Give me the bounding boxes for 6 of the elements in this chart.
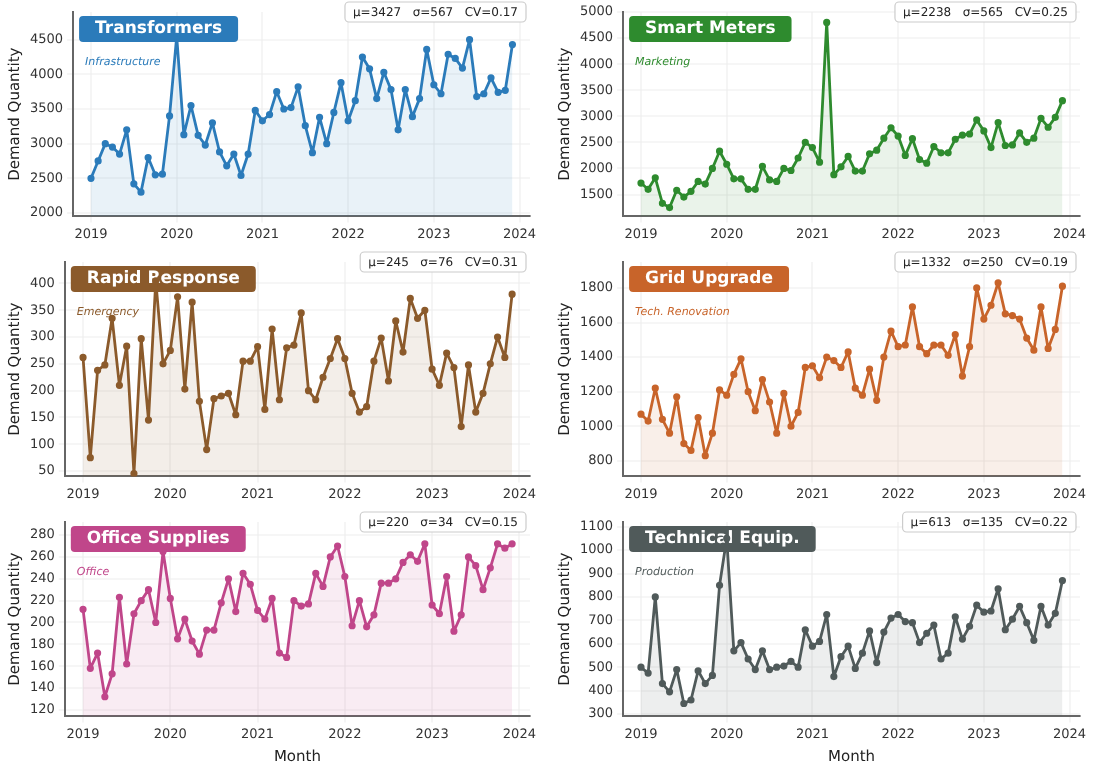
text: Technical Equip. xyxy=(645,529,800,550)
text: Smart Meters xyxy=(645,19,776,40)
text: Rapid Response xyxy=(86,269,241,290)
text: Grid Upgrade xyxy=(645,269,774,290)
text: Transformers xyxy=(95,19,223,40)
text: Office Supplies xyxy=(86,529,230,550)
